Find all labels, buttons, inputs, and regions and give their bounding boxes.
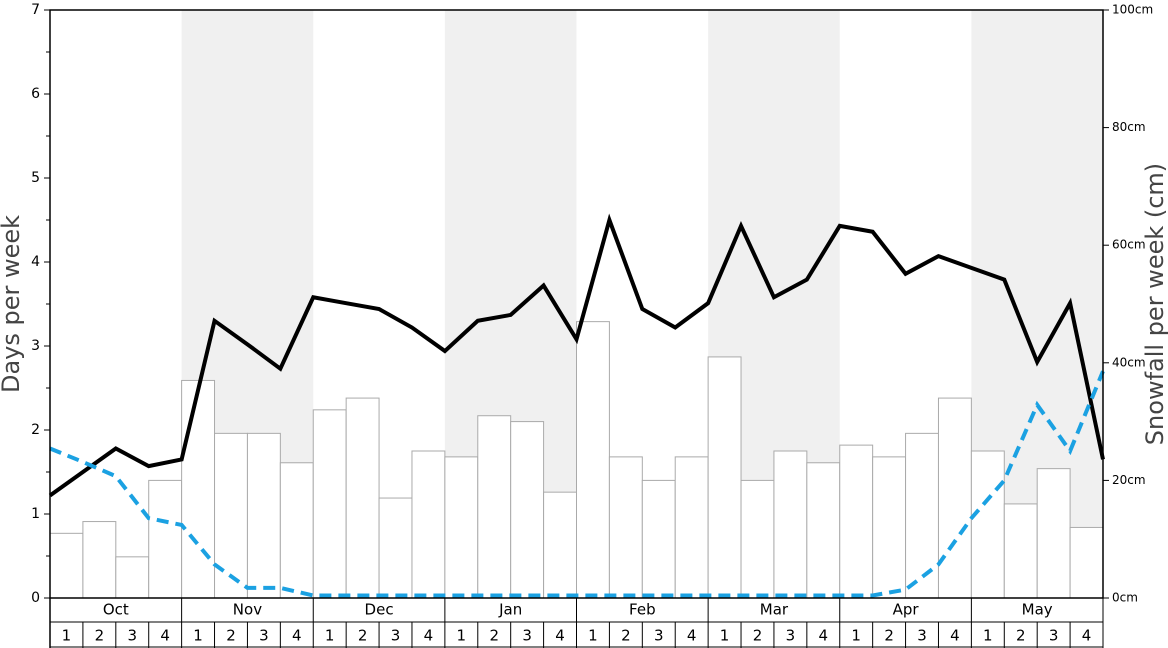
bar (543, 491, 577, 599)
bar (1069, 526, 1104, 599)
y-tick-label: 5 (31, 170, 40, 186)
y-tick-label: 1 (31, 506, 40, 522)
month-label: Jan (498, 601, 522, 619)
week-label: 1 (851, 627, 861, 645)
bar (608, 456, 643, 599)
line-series (48, 213, 1105, 498)
bar (82, 521, 117, 599)
week-label: 1 (325, 627, 335, 645)
week-label: 2 (1016, 627, 1026, 645)
bar (674, 456, 709, 599)
bar (740, 479, 775, 599)
month-label: Nov (233, 601, 262, 619)
bar (246, 432, 281, 599)
week-label: 4 (819, 627, 829, 645)
week-label: 3 (1049, 627, 1059, 645)
month-label: Apr (893, 601, 920, 619)
week-label: 4 (292, 627, 302, 645)
y2-tick-label: 80cm (1112, 120, 1146, 134)
y2-tick-label: 20cm (1112, 473, 1146, 487)
line-series (49, 370, 1105, 598)
bar (1036, 468, 1071, 599)
bar (214, 432, 248, 599)
month-label: Dec (365, 601, 394, 619)
bar (477, 415, 512, 599)
y-axis-label: Days per week (0, 215, 25, 393)
week-label: 3 (522, 627, 532, 645)
bar (279, 462, 314, 599)
bar (312, 409, 347, 599)
week-label: 1 (193, 627, 203, 645)
week-label: 1 (588, 627, 598, 645)
bar (839, 444, 874, 599)
bar (1003, 503, 1038, 599)
week-label: 4 (555, 627, 565, 645)
y2-tick-label: 60cm (1112, 238, 1146, 252)
bar (115, 556, 150, 599)
bar (345, 397, 380, 599)
month-label: Feb (629, 601, 656, 619)
week-label: 2 (753, 627, 763, 645)
y-tick-label: 2 (31, 422, 40, 438)
y-tick-label: 0 (31, 590, 40, 606)
week-label: 2 (226, 627, 236, 645)
bar (773, 450, 808, 599)
bar (378, 497, 413, 599)
week-label: 4 (424, 627, 434, 645)
y2-axis-label: Snowfall per week (cm) (1141, 163, 1168, 445)
month-label: May (1022, 601, 1053, 619)
y-tick-label: 6 (31, 86, 40, 102)
y-tick-label: 4 (31, 254, 40, 270)
y2-tick-label: 40cm (1112, 355, 1146, 369)
week-label: 2 (358, 627, 368, 645)
bar (510, 421, 545, 599)
bar (872, 456, 907, 599)
bar (707, 356, 742, 599)
bar (181, 379, 216, 599)
week-label: 4 (1082, 627, 1092, 645)
y2-tick-label: 100cm (1112, 3, 1153, 17)
month-label: Mar (760, 601, 789, 619)
y2-tick-label: 0cm (1112, 591, 1138, 605)
week-label: 1 (720, 627, 730, 645)
month-label: Oct (103, 601, 129, 619)
week-label: 3 (127, 627, 137, 645)
bar (937, 397, 972, 599)
bar (806, 462, 841, 599)
bar (444, 456, 479, 599)
bar (641, 479, 676, 599)
week-label: 3 (786, 627, 796, 645)
week-label: 2 (95, 627, 105, 645)
bar (905, 432, 939, 599)
week-label: 1 (983, 627, 993, 645)
week-label: 2 (621, 627, 631, 645)
week-label: 1 (457, 627, 467, 645)
week-label: 2 (489, 627, 499, 645)
week-label: 3 (654, 627, 664, 645)
bar (970, 450, 1005, 599)
y-tick-label: 7 (31, 2, 40, 18)
week-label: 2 (884, 627, 894, 645)
week-label: 3 (391, 627, 401, 645)
week-label: 4 (160, 627, 170, 645)
week-label: 1 (62, 627, 72, 645)
bar (411, 450, 446, 599)
bar (576, 321, 610, 599)
week-label: 3 (259, 627, 269, 645)
bar (49, 532, 84, 599)
week-label: 3 (917, 627, 927, 645)
y-tick-label: 3 (31, 338, 40, 354)
week-label: 4 (687, 627, 697, 645)
week-label: 4 (950, 627, 960, 645)
bar (148, 479, 183, 599)
